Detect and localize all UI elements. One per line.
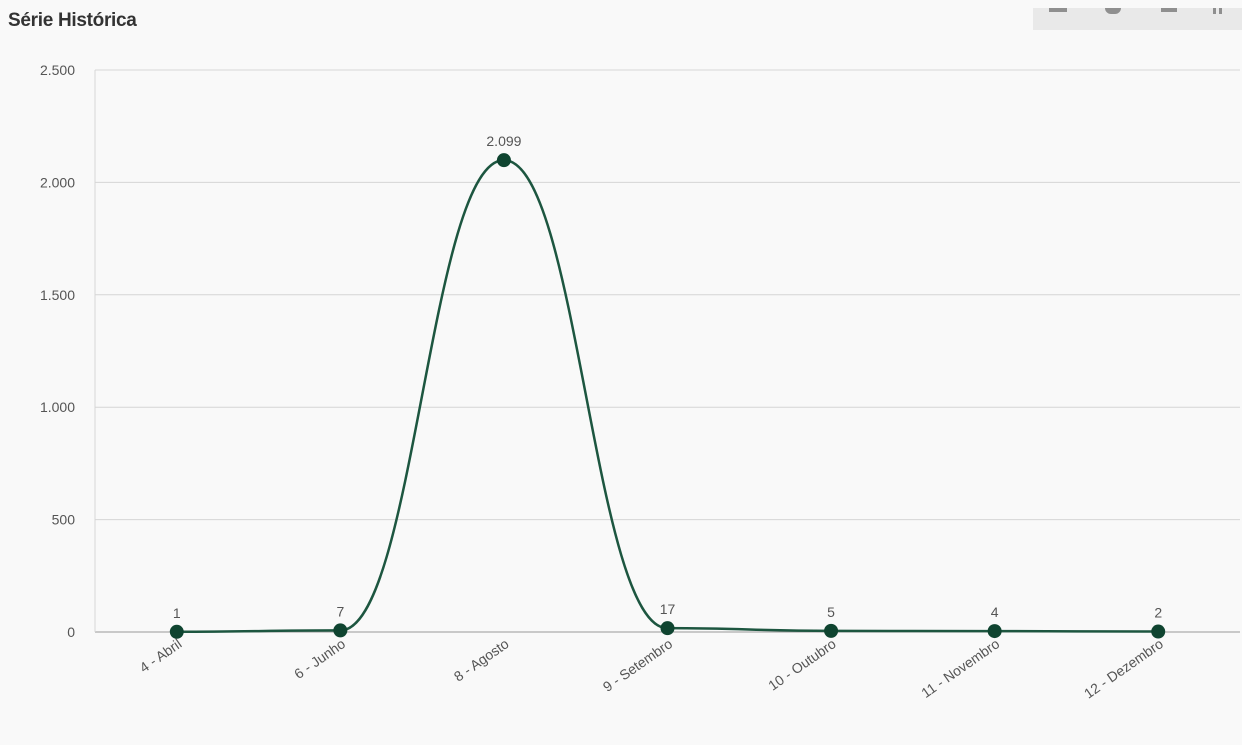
y-tick-label: 1.000 — [40, 399, 75, 415]
y-tick-label: 500 — [52, 512, 76, 528]
x-tick-label: 10 - Outubro — [765, 635, 839, 693]
x-tick-label: 6 - Junho — [291, 635, 348, 682]
more-icon-part[interactable] — [1219, 8, 1222, 14]
data-point — [660, 621, 675, 636]
data-label: 5 — [827, 604, 835, 620]
y-tick-label: 2.000 — [40, 174, 75, 190]
data-point — [824, 623, 839, 638]
x-tick-label: 4 - Abril — [136, 635, 184, 675]
point-layer — [169, 153, 1166, 639]
data-label: 7 — [336, 603, 344, 619]
menu-icon[interactable] — [1049, 8, 1067, 12]
series-line — [176, 158, 1159, 634]
chart-title: Série Histórica — [8, 10, 137, 31]
data-point — [1151, 624, 1166, 639]
y-tick-label: 1.500 — [40, 287, 75, 303]
chart-toolbar — [1033, 8, 1242, 30]
x-tick-label: 9 - Setembro — [600, 635, 676, 695]
data-point — [496, 153, 511, 168]
grid-layer — [95, 69, 1240, 633]
more-icon[interactable] — [1213, 8, 1216, 14]
data-point — [169, 624, 184, 639]
data-label: 2.099 — [486, 133, 521, 149]
y-tick-label: 0 — [67, 624, 75, 640]
data-label: 2 — [1154, 605, 1162, 621]
x-tick-label: 8 - Agosto — [451, 635, 512, 684]
y-tick-label: 2.500 — [40, 62, 75, 78]
x-tick-label: 11 - Novembro — [918, 635, 1002, 701]
download-icon[interactable] — [1161, 8, 1177, 12]
x-tick-label: 12 - Dezembro — [1081, 635, 1166, 701]
data-label: 4 — [991, 604, 999, 620]
data-label: 17 — [660, 601, 676, 617]
data-label: 1 — [173, 605, 181, 621]
data-point — [987, 624, 1002, 639]
circle-icon[interactable] — [1105, 8, 1121, 14]
line-layer — [176, 158, 1159, 634]
data-point — [333, 623, 348, 638]
